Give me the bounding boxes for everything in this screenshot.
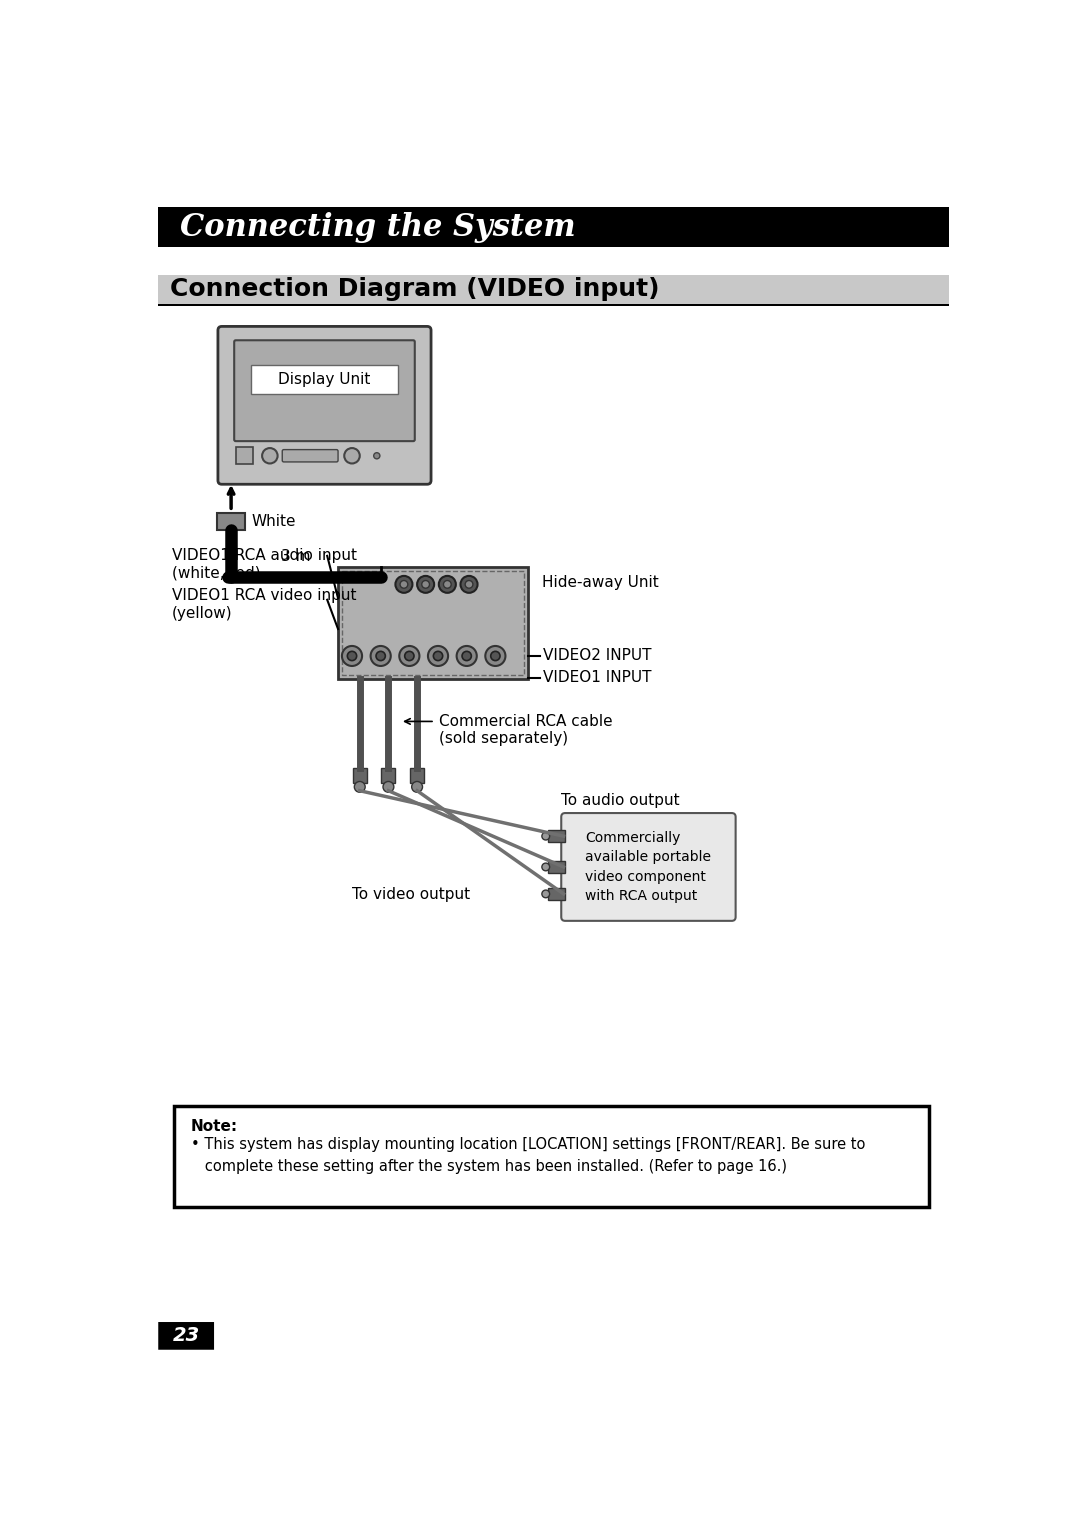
Text: VIDEO1 INPUT: VIDEO1 INPUT xyxy=(543,670,652,685)
Text: Hide-away Unit: Hide-away Unit xyxy=(542,575,659,590)
Circle shape xyxy=(405,652,414,661)
Text: Commercial RCA cable
(sold separately): Commercial RCA cable (sold separately) xyxy=(438,714,612,747)
Circle shape xyxy=(433,652,443,661)
Circle shape xyxy=(354,782,365,793)
Bar xyxy=(410,768,424,783)
Circle shape xyxy=(465,581,473,589)
FancyBboxPatch shape xyxy=(282,449,338,461)
Bar xyxy=(235,448,253,464)
Bar xyxy=(159,304,948,307)
Circle shape xyxy=(345,448,360,463)
Text: Connecting the System: Connecting the System xyxy=(180,212,576,242)
Text: To audio output: To audio output xyxy=(562,793,680,808)
Circle shape xyxy=(542,832,550,840)
Circle shape xyxy=(376,652,386,661)
Text: Connection Diagram (VIDEO input): Connection Diagram (VIDEO input) xyxy=(170,277,660,302)
Circle shape xyxy=(542,891,550,898)
Text: 23: 23 xyxy=(173,1326,200,1346)
Circle shape xyxy=(342,645,362,665)
Circle shape xyxy=(485,645,505,665)
Bar xyxy=(252,365,397,394)
Bar xyxy=(548,829,565,842)
Circle shape xyxy=(411,782,422,793)
Circle shape xyxy=(348,652,356,661)
Text: Display Unit: Display Unit xyxy=(279,373,370,386)
Bar xyxy=(548,862,565,874)
Circle shape xyxy=(383,782,394,793)
Text: White: White xyxy=(252,514,296,529)
Bar xyxy=(217,512,245,530)
Circle shape xyxy=(395,576,413,593)
Bar xyxy=(342,572,524,675)
Circle shape xyxy=(490,652,500,661)
Bar xyxy=(338,567,528,679)
Circle shape xyxy=(422,581,430,589)
Text: Note:: Note: xyxy=(191,1119,238,1134)
Bar xyxy=(381,768,395,783)
Circle shape xyxy=(374,452,380,458)
Circle shape xyxy=(262,448,278,463)
Circle shape xyxy=(460,576,477,593)
Circle shape xyxy=(428,645,448,665)
Bar xyxy=(159,207,948,247)
Text: VIDEO1 RCA audio input
(white, red): VIDEO1 RCA audio input (white, red) xyxy=(172,549,357,581)
FancyBboxPatch shape xyxy=(562,812,735,921)
Circle shape xyxy=(457,645,476,665)
Circle shape xyxy=(400,645,419,665)
Circle shape xyxy=(400,581,408,589)
Text: Commercially
available portable
video component
with RCA output: Commercially available portable video co… xyxy=(585,831,712,903)
Text: VIDEO2 INPUT: VIDEO2 INPUT xyxy=(543,648,652,664)
FancyBboxPatch shape xyxy=(218,327,431,484)
Text: • This system has display mounting location [LOCATION] settings [FRONT/REAR]. Be: • This system has display mounting locat… xyxy=(191,1137,865,1174)
Circle shape xyxy=(444,581,451,589)
Bar xyxy=(353,768,367,783)
Text: 3 m: 3 m xyxy=(282,549,311,564)
Circle shape xyxy=(462,652,471,661)
Bar xyxy=(174,1107,930,1206)
Circle shape xyxy=(417,576,434,593)
Text: VIDEO1 RCA video input
(yellow): VIDEO1 RCA video input (yellow) xyxy=(172,589,356,621)
Bar xyxy=(159,274,948,305)
Circle shape xyxy=(370,645,391,665)
Text: To video output: To video output xyxy=(352,888,470,901)
Circle shape xyxy=(542,863,550,871)
Circle shape xyxy=(438,576,456,593)
FancyBboxPatch shape xyxy=(159,1321,214,1349)
FancyBboxPatch shape xyxy=(234,340,415,442)
Bar xyxy=(548,888,565,900)
